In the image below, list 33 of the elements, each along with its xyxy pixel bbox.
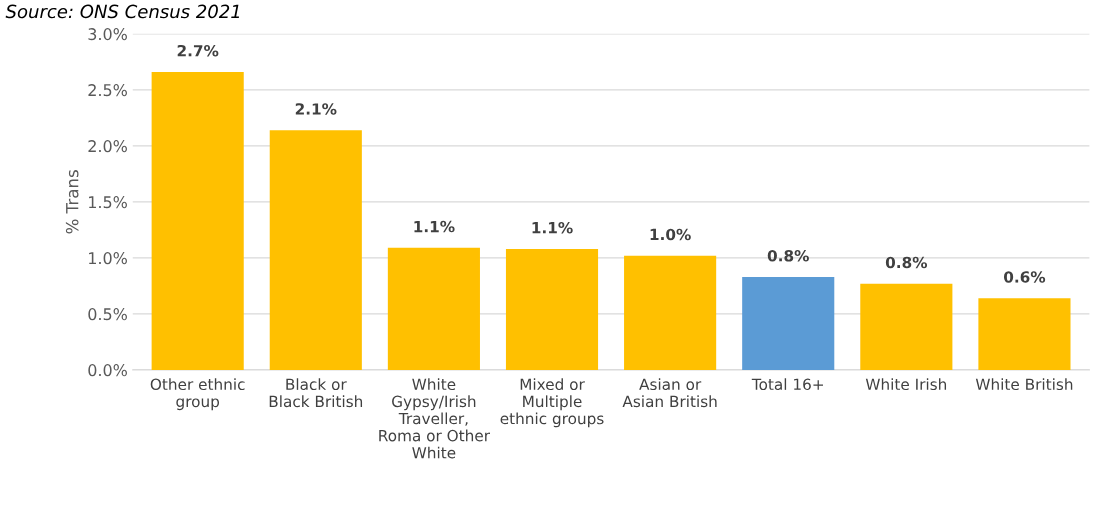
- data-label: 0.8%: [885, 256, 928, 269]
- x-tick-label: White Irish: [865, 378, 947, 391]
- x-tick-label: Other ethnic group: [150, 378, 245, 411]
- x-tick-label: Total 16+: [751, 378, 823, 391]
- data-label: 1.1%: [414, 220, 455, 233]
- x-tick-label: Black or Black British: [269, 378, 363, 408]
- source-note: Source: ONS Census 2021: [5, 4, 240, 19]
- bar: [624, 255, 717, 370]
- x-tick-label: Asian or Asian British: [622, 378, 717, 408]
- y-axis-title: % Trans: [65, 170, 79, 234]
- data-label: 0.6%: [1003, 271, 1046, 283]
- bar: [860, 283, 953, 370]
- data-label: 2.7%: [177, 44, 219, 57]
- y-tick-label: 1.5%: [89, 196, 127, 209]
- x-tick-label: White Gypsy/Irish Traveller, Roma or Other White: [379, 378, 491, 459]
- data-label: 1.0%: [650, 228, 691, 241]
- data-label: 2.1%: [295, 103, 337, 115]
- bar: [505, 248, 599, 370]
- bar: [978, 298, 1071, 370]
- y-tick-label: 2.5%: [88, 84, 127, 97]
- bar: [742, 276, 835, 370]
- bar: [387, 247, 480, 370]
- y-tick-label: 2.0%: [88, 140, 127, 153]
- y-tick-label: 0.0%: [88, 364, 127, 377]
- y-tick-label: 3.0%: [88, 28, 127, 41]
- y-tick-label: 0.5%: [88, 308, 127, 321]
- bar: [151, 71, 244, 370]
- y-tick-label: 1.0%: [89, 252, 127, 265]
- x-tick-label: Mixed or Multiple ethnic groups: [500, 378, 604, 428]
- x-tick-label: White British: [975, 378, 1073, 391]
- bar: [269, 130, 362, 370]
- data-label: 0.8%: [767, 249, 809, 262]
- data-label: 1.1%: [532, 221, 573, 234]
